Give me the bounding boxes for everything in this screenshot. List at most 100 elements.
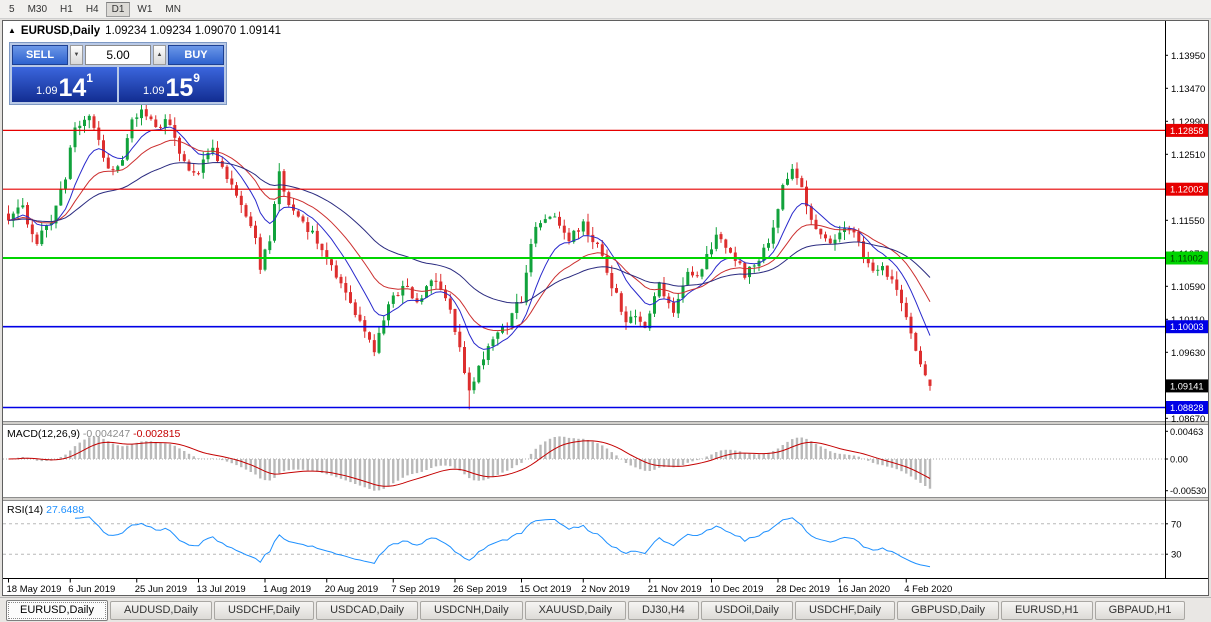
svg-text:1.08828: 1.08828: [1170, 403, 1204, 413]
svg-text:1.12510: 1.12510: [1171, 150, 1205, 161]
svg-text:10 Dec 2019: 10 Dec 2019: [710, 584, 764, 595]
rsi-value: 27.6488: [46, 504, 85, 516]
svg-text:1.09141: 1.09141: [1170, 381, 1204, 391]
chart-ohlc-label: 1.09234 1.09234 1.09070 1.09141: [105, 25, 282, 37]
buy-price-bigfigure: 1.09: [143, 85, 165, 97]
svg-text:1 Aug 2019: 1 Aug 2019: [263, 584, 311, 595]
svg-text:1.11002: 1.11002: [1170, 253, 1203, 263]
volume-decrease-button[interactable]: ▼: [70, 45, 83, 65]
buy-price-display[interactable]: 1.09 15 9: [119, 67, 224, 102]
sell-button[interactable]: SELL: [12, 45, 68, 65]
svg-text:28 Dec 2019: 28 Dec 2019: [776, 584, 830, 595]
timeframe-button-mn[interactable]: MN: [165, 3, 181, 15]
buy-price-pips: 15: [165, 74, 194, 102]
ma-line-45: [8, 161, 931, 304]
svg-text:30: 30: [1171, 550, 1182, 561]
chart-tab-dj30-h4[interactable]: DJ30,H4: [627, 600, 699, 620]
chart-tab-usdcnh-daily[interactable]: USDCNH,Daily: [420, 600, 523, 620]
timeframe-toolbar: 5 M30 H1 H4 D1 W1 MN: [0, 0, 1211, 19]
price-line-badge: 1.11002: [1166, 251, 1208, 265]
chart-window[interactable]: 18 May 2019 6 Jun 2019 25 Jun 2019 13 Jul 2…: [2, 20, 1209, 596]
buy-price-point: 9: [193, 71, 200, 85]
rsi-name: RSI(14): [7, 504, 44, 516]
chart-tab-usdchf-daily[interactable]: USDCHF,Daily: [213, 600, 315, 620]
svg-text:1.12003: 1.12003: [1170, 185, 1204, 195]
svg-text:4 Feb 2020: 4 Feb 2020: [904, 584, 952, 595]
svg-text:25 Jun 2019: 25 Jun 2019: [135, 584, 187, 595]
macd-signal-value: -0.002815: [133, 428, 181, 440]
horizontal-level-lines[interactable]: [3, 129, 1165, 409]
chart-title: ▲ EURUSD,Daily 1.09234 1.09234 1.09070 1…: [8, 25, 281, 37]
time-axis[interactable]: 18 May 2019 6 Jun 2019 25 Jun 2019 13 Jul 2…: [3, 578, 1208, 596]
price-line-badge: 1.08828: [1166, 401, 1208, 414]
chart-tab-gbpusd-daily[interactable]: GBPUSD,Daily: [897, 600, 1000, 620]
price-line-badge: 1.12003: [1166, 182, 1208, 196]
chart-tab-eurusd-daily[interactable]: EURUSD,Daily: [6, 599, 108, 621]
svg-text:13 Jul 2019: 13 Jul 2019: [197, 584, 246, 595]
svg-text:18 May 2019: 18 May 2019: [7, 584, 62, 595]
chart-tab-usdchf-daily[interactable]: USDCHF,Daily: [794, 600, 896, 620]
chart-tab-gbpaud-h1[interactable]: GBPAUD,H1: [1094, 600, 1186, 620]
price-chart[interactable]: 18 May 2019 6 Jun 2019 25 Jun 2019 13 Jul 2…: [3, 21, 1208, 595]
svg-text:7 Sep 2019: 7 Sep 2019: [391, 584, 440, 595]
svg-text:1.11550: 1.11550: [1171, 216, 1205, 227]
volume-input[interactable]: 5.00: [85, 45, 151, 65]
timeframe-button-w1[interactable]: W1: [137, 3, 153, 15]
sell-price-pips: 14: [58, 74, 87, 102]
svg-text:6 Jun 2019: 6 Jun 2019: [68, 584, 115, 595]
svg-text:-0.00530: -0.00530: [1170, 486, 1206, 496]
svg-text:26 Sep 2019: 26 Sep 2019: [453, 584, 507, 595]
svg-text:1.12858: 1.12858: [1170, 126, 1204, 136]
svg-text:20 Aug 2019: 20 Aug 2019: [325, 584, 378, 595]
price-axis[interactable]: 1.139501.134701.129901.125101.120301.115…: [1165, 21, 1208, 579]
chart-symbol-label: EURUSD,Daily: [20, 25, 101, 37]
sell-price-bigfigure: 1.09: [36, 85, 58, 97]
volume-increase-button[interactable]: ▲: [153, 45, 166, 65]
svg-text:1.08670: 1.08670: [1171, 414, 1205, 425]
chart-tab-xauusd-daily[interactable]: XAUUSD,Daily: [524, 600, 626, 620]
candlestick-series: [7, 103, 932, 410]
chart-tab-bar: EURUSD,Daily AUDUSD,Daily USDCHF,Daily USDC…: [0, 597, 1211, 622]
svg-text:0.00463: 0.00463: [1170, 427, 1203, 437]
moving-average-lines: [8, 126, 931, 350]
chart-tab-usdoil-daily[interactable]: USDOil,Daily: [700, 600, 793, 620]
svg-text:1.10003: 1.10003: [1170, 322, 1204, 332]
pane-splitter[interactable]: [3, 497, 1208, 501]
timeframe-button-d1[interactable]: D1: [105, 1, 131, 17]
chart-tab-audusd-daily[interactable]: AUDUSD,Daily: [109, 600, 212, 620]
chart-tab-eurusd-h1[interactable]: EURUSD,H1: [1001, 600, 1093, 620]
sell-price-point: 1: [86, 71, 93, 85]
macd-main-value: -0.004247: [82, 428, 131, 440]
buy-button[interactable]: BUY: [168, 45, 224, 65]
rsi-pane: [3, 516, 1165, 568]
svg-text:1.13950: 1.13950: [1171, 51, 1205, 62]
macd-indicator-label: MACD(12,26,9) -0.004247 -0.002815: [7, 428, 180, 440]
timeframe-button-m30[interactable]: M30: [27, 3, 48, 15]
svg-text:21 Nov 2019: 21 Nov 2019: [648, 584, 702, 595]
svg-text:1.12990: 1.12990: [1171, 117, 1205, 128]
price-line-badge: 1.10003: [1166, 320, 1208, 334]
svg-text:2 Nov 2019: 2 Nov 2019: [581, 584, 630, 595]
svg-text:1.09630: 1.09630: [1171, 348, 1205, 359]
timeframe-button-5[interactable]: 5: [9, 3, 15, 15]
svg-text:15 Oct 2019: 15 Oct 2019: [520, 584, 572, 595]
timeframe-button-h4[interactable]: H4: [85, 3, 99, 15]
ma-line-10: [8, 126, 931, 350]
svg-text:0.00: 0.00: [1170, 454, 1188, 464]
sell-price-display[interactable]: 1.09 14 1: [12, 67, 117, 102]
svg-text:70: 70: [1171, 519, 1182, 530]
pane-splitter[interactable]: [3, 421, 1208, 425]
one-click-trading-panel: SELL ▼ 5.00 ▲ BUY 1.09 14 1 1.09 15 9: [9, 42, 227, 105]
price-line-badge: 1.09141: [1166, 379, 1208, 393]
rsi-indicator-label: RSI(14) 27.6488: [7, 504, 84, 516]
svg-text:1.10590: 1.10590: [1171, 282, 1205, 293]
macd-pane: [3, 436, 1165, 491]
macd-name: MACD(12,26,9): [7, 428, 80, 440]
chart-tab-usdcad-daily[interactable]: USDCAD,Daily: [316, 600, 419, 620]
price-line-badge: 1.12858: [1166, 123, 1208, 137]
svg-text:16 Jan 2020: 16 Jan 2020: [838, 584, 890, 595]
panel-toggle-icon[interactable]: ▲: [8, 26, 16, 35]
timeframe-button-h1[interactable]: H1: [60, 3, 73, 15]
svg-text:1.13470: 1.13470: [1171, 84, 1205, 95]
